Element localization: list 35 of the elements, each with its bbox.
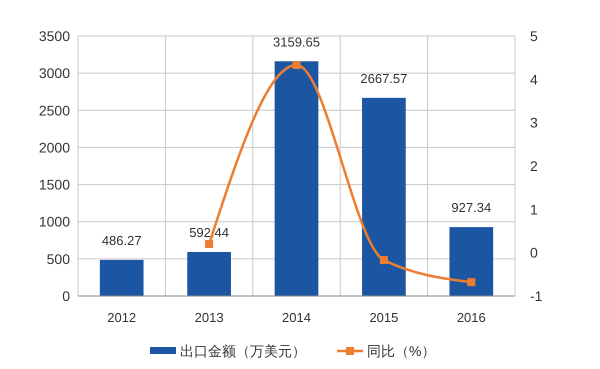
x-tick-label: 2012	[107, 310, 136, 325]
y-tick-label: 0	[62, 288, 70, 304]
data-label: 3159.65	[273, 34, 320, 50]
y2-tick-label: 0	[530, 244, 538, 261]
x-tick-label: 2016	[456, 310, 486, 325]
bar	[274, 61, 318, 296]
data-label: 486.27	[102, 232, 142, 248]
x-tick-label: 2013	[194, 310, 224, 325]
y-tick-label: 1500	[38, 176, 70, 193]
x-tick-label: 2015	[369, 310, 398, 325]
bar	[187, 252, 231, 296]
point	[380, 256, 388, 264]
x-tick-label: 2014	[282, 310, 311, 325]
y2-tick-label: 1	[530, 201, 538, 218]
data-label: 2667.57	[360, 70, 408, 86]
legend-label: 出口金额（万美元）	[180, 343, 306, 359]
y2-tick-label: 2	[530, 158, 538, 174]
y2-tick-label: 4	[530, 71, 538, 88]
y2-tick-label: 3	[530, 114, 538, 131]
y-tick-label: 2500	[38, 102, 70, 118]
y2-tick-label: -1	[530, 288, 543, 304]
y-tick-label: 3500	[38, 28, 70, 44]
data-label: 927.34	[451, 200, 492, 216]
y-tick-label: 2000	[38, 139, 70, 156]
legend-label: 同比（%）	[367, 343, 436, 359]
bar	[100, 260, 144, 296]
point	[205, 240, 214, 248]
point	[467, 278, 476, 286]
y-tick-label: 1000	[38, 214, 70, 230]
point	[292, 61, 300, 70]
bar	[449, 227, 494, 296]
y-tick-label: 3000	[38, 65, 70, 82]
y2-tick-label: 5	[530, 28, 538, 44]
y-tick-label: 500	[46, 250, 70, 267]
bar	[362, 98, 406, 296]
